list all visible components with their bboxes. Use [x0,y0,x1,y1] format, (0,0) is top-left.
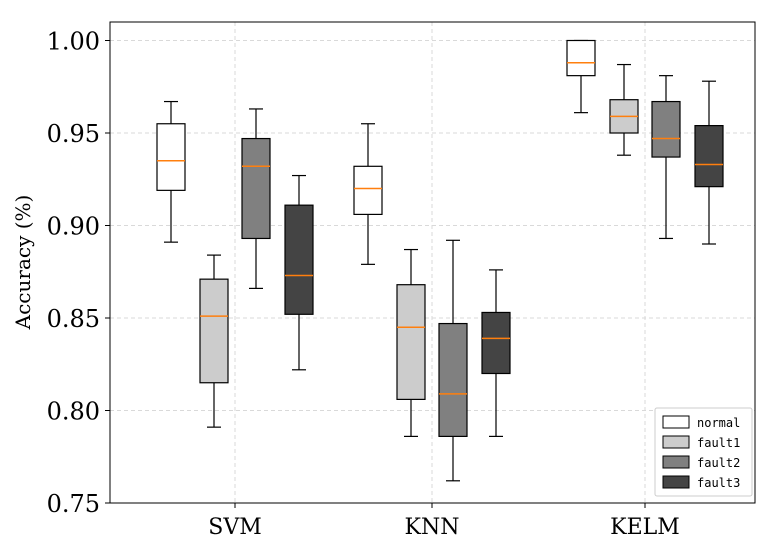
box-body [396,284,426,401]
legend-swatch-normal [662,415,690,429]
legend-label-normal: normal [697,416,740,430]
axis-layer: 0.75 0.80 0.85 0.90 0.95 1.00 SVM KNN KELM [47,28,680,541]
box-fault1-svm [199,254,229,428]
box-body [438,322,468,437]
box-body [241,137,271,240]
box-body [156,123,186,191]
legend-frame [654,407,753,497]
box-fault3-kelm [694,80,724,245]
box-fault2-svm [241,108,271,289]
legend: normal fault1 fault2 fault3 [654,407,753,497]
legend-label-fault1: fault1 [697,436,740,450]
box-body [566,39,596,77]
box-fault2-knn [438,239,468,482]
box-body [651,100,681,158]
y-tick-label: 0.95 [47,120,100,148]
box-fault3-knn [481,269,511,437]
x-tick-label: SVM [208,515,262,540]
box-body [199,278,229,384]
y-tick-label: 0.85 [47,305,100,333]
box-normal-knn [353,123,383,265]
box-body [284,204,314,315]
x-tick-label: KNN [405,515,460,540]
box-normal-kelm [566,39,596,114]
legend-label-fault3: fault3 [697,476,740,490]
box-fault3-svm [284,174,314,371]
y-tick-label: 0.75 [47,490,100,518]
legend-swatch-fault2 [662,455,690,469]
box-body [353,165,383,216]
box-fault1-kelm [609,63,639,156]
box-normal-svm [156,100,186,243]
box-fault1-knn [396,248,426,437]
box-fault2-kelm [651,75,681,240]
y-tick-label: 1.00 [47,28,100,56]
legend-swatch-fault3 [662,475,690,489]
legend-label-fault2: fault2 [697,456,740,470]
box-body [694,124,724,188]
grid-layer [110,22,755,504]
legend-swatch-fault1 [662,435,690,449]
x-tick-label: KELM [610,515,680,540]
y-tick-label: 0.90 [47,213,100,241]
box-layer [156,39,724,482]
y-axis-label: Accuracy (%) [11,195,35,331]
y-tick-label: 0.80 [47,398,100,426]
box-body [481,311,511,375]
